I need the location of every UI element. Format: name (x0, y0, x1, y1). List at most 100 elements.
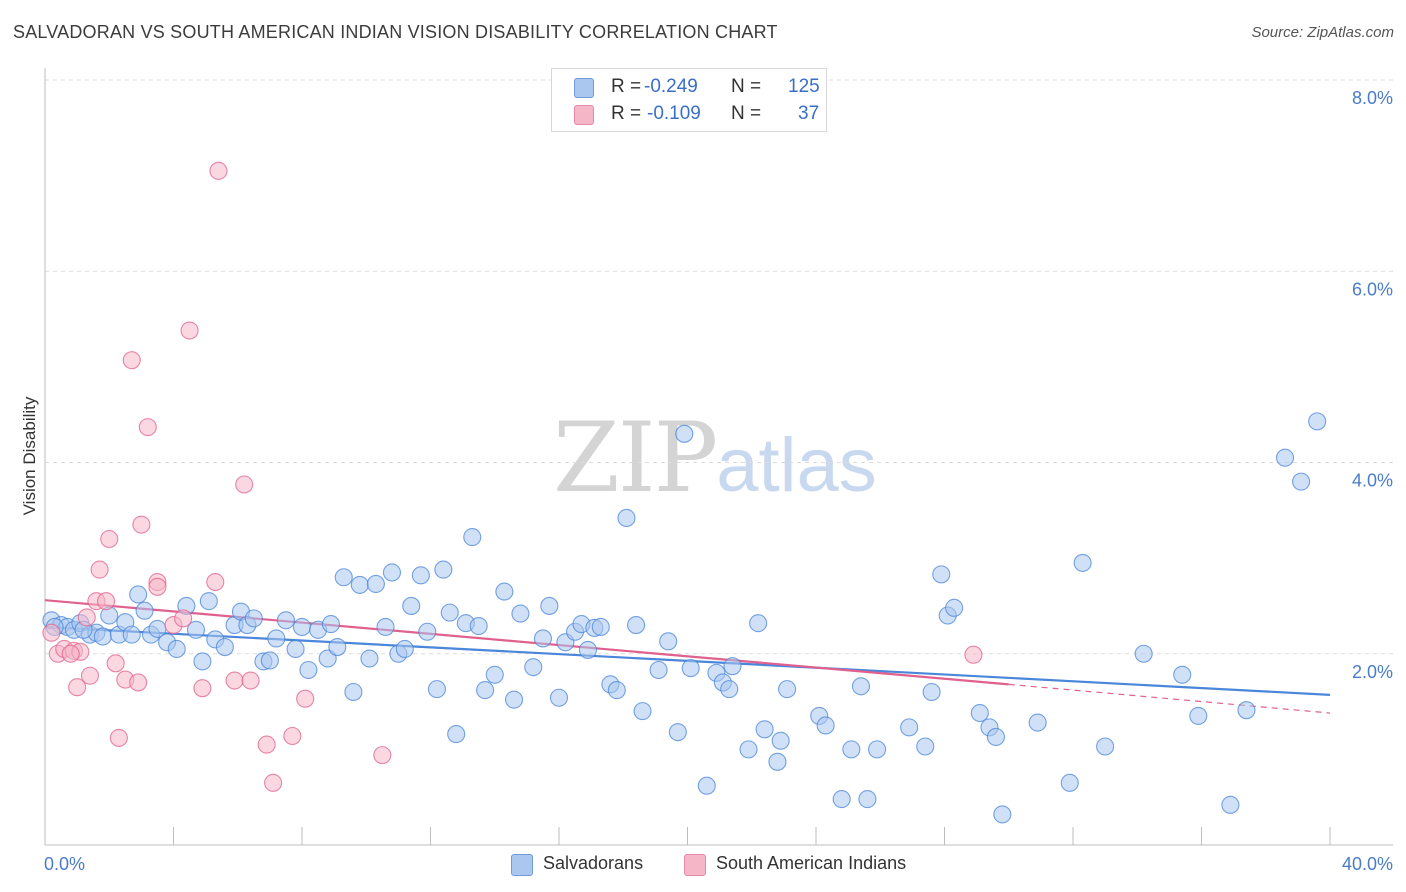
point-salvadoran (932, 565, 951, 584)
point-south-american-indian (106, 654, 125, 673)
point-salvadoran (540, 596, 559, 615)
legend-n-label: N = (731, 76, 762, 97)
point-salvadoran (749, 614, 768, 633)
point-salvadoran (395, 639, 414, 659)
y-tick-label: 8.0% (1352, 88, 1393, 108)
point-salvadoran (524, 658, 543, 677)
point-salvadoran (986, 727, 1005, 746)
legend-row-salvadorans: R = -0.249 N = 125 (574, 74, 820, 100)
point-salvadoran (1073, 553, 1092, 572)
grid-lines (45, 79, 1393, 655)
point-south-american-indian (174, 609, 193, 628)
point-south-american-indian (68, 678, 87, 697)
point-salvadoran (768, 752, 787, 771)
point-salvadoran (578, 640, 597, 659)
point-south-american-indian (138, 418, 157, 437)
bottom-legend-label-salvadorans: Salvadorans (543, 853, 644, 873)
legend-n-label: N = (731, 103, 762, 124)
point-south-american-indian (148, 577, 167, 596)
point-salvadoran (922, 682, 941, 702)
point-salvadoran (1028, 713, 1047, 732)
point-salvadoran (1173, 665, 1192, 684)
point-salvadoran (723, 657, 742, 676)
legend-r-value: -0.109 (647, 103, 701, 124)
legend-n-value: 37 (798, 103, 820, 124)
point-salvadoran (627, 616, 646, 635)
point-south-american-indian (225, 671, 244, 690)
point-salvadoran (720, 680, 739, 699)
point-salvadoran (945, 598, 964, 617)
point-salvadoran (511, 604, 530, 623)
data-points (42, 161, 1327, 824)
point-salvadoran (427, 680, 446, 699)
point-salvadoran (260, 651, 279, 670)
watermark-atlas: atlas (716, 423, 877, 508)
point-salvadoran (993, 805, 1012, 824)
point-salvadoran (681, 659, 700, 678)
point-south-american-indian (77, 608, 96, 627)
point-salvadoran (360, 649, 379, 668)
trend-line (44, 599, 1009, 686)
point-salvadoran (900, 718, 919, 737)
point-salvadoran (533, 629, 552, 648)
point-south-american-indian (132, 515, 151, 534)
point-salvadoran (122, 625, 141, 644)
y-tick-label: 2.0% (1352, 662, 1393, 682)
point-salvadoran (129, 585, 148, 604)
watermark-zip: ZIP (553, 402, 718, 514)
point-salvadoran (485, 665, 504, 684)
point-salvadoran (649, 660, 668, 680)
point-south-american-indian (296, 689, 315, 708)
point-south-american-indian (42, 623, 61, 642)
point-south-american-indian (235, 475, 254, 494)
point-salvadoran (286, 639, 305, 659)
chart-source: Source: ZipAtlas.com (1251, 24, 1394, 41)
point-salvadoran (350, 575, 369, 594)
point-south-american-indian (283, 726, 302, 746)
legend-swatch-salvadorans (574, 78, 594, 98)
point-salvadoran (167, 639, 186, 659)
point-south-american-indian (373, 746, 392, 765)
bottom-legend-swatch-south-american-indians (684, 854, 706, 876)
point-salvadoran (1292, 472, 1311, 491)
point-salvadoran (771, 731, 790, 750)
point-salvadoran (321, 615, 340, 634)
point-salvadoran (495, 582, 514, 601)
point-south-american-indian (964, 645, 983, 664)
point-salvadoran (607, 681, 626, 700)
point-salvadoran (334, 568, 353, 587)
point-salvadoran (842, 740, 861, 759)
point-salvadoran (440, 603, 459, 622)
point-salvadoran (366, 574, 385, 593)
point-salvadoran (916, 737, 935, 756)
point-salvadoran (549, 688, 569, 707)
bottom-legend-label-south-american-indians: South American Indians (716, 853, 907, 873)
point-salvadoran (447, 725, 466, 744)
legend-r-label: R = (611, 103, 642, 124)
point-south-american-indian (193, 679, 212, 698)
axes (44, 68, 1393, 846)
point-salvadoran (778, 680, 797, 699)
point-salvadoran (504, 690, 524, 709)
point-south-american-indian (257, 735, 276, 754)
point-south-american-indian (100, 529, 119, 549)
point-salvadoran (1308, 412, 1327, 431)
point-south-american-indian (264, 773, 283, 792)
point-salvadoran (1221, 795, 1240, 814)
point-salvadoran (469, 616, 488, 636)
point-salvadoran (1060, 773, 1079, 792)
x-tick-label: 0.0% (44, 854, 85, 874)
point-salvadoran (292, 617, 312, 637)
point-salvadoran (1134, 644, 1153, 663)
point-salvadoran (299, 660, 318, 680)
point-salvadoran (1189, 706, 1208, 725)
y-tick-label: 4.0% (1352, 471, 1393, 491)
point-salvadoran (659, 632, 678, 651)
point-salvadoran (858, 790, 877, 809)
point-salvadoran (755, 720, 774, 739)
legend-n-value: 125 (788, 76, 820, 97)
point-salvadoran (382, 563, 402, 582)
point-salvadoran (739, 740, 758, 759)
x-tick-label: 40.0% (1342, 854, 1393, 874)
